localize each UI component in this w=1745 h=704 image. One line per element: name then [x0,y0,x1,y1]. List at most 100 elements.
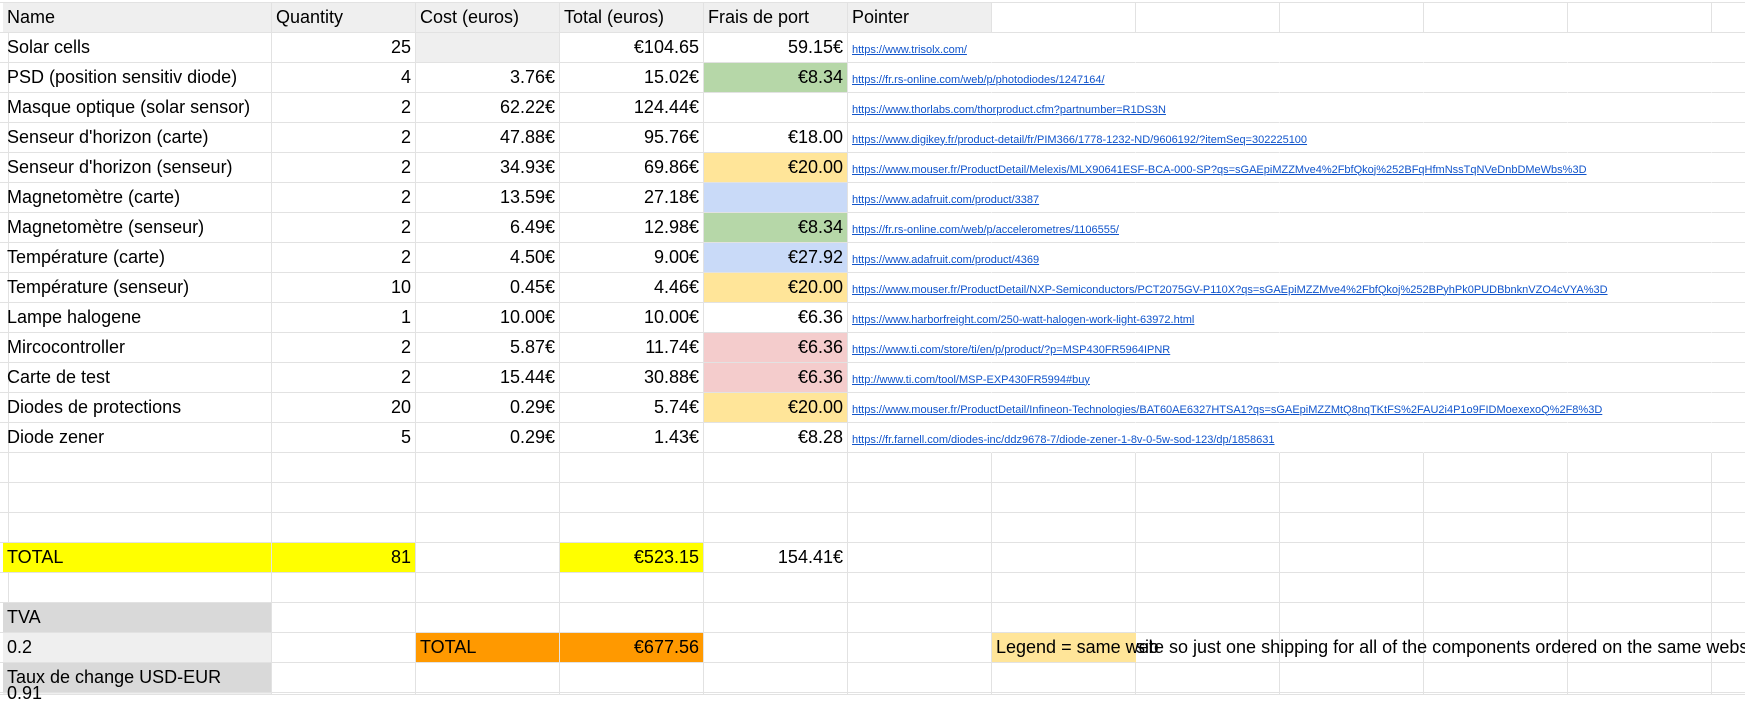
item-quantity[interactable]: 2 [272,93,416,123]
empty-cell[interactable] [1280,633,1424,663]
empty-cell[interactable] [992,33,1136,63]
empty-cell[interactable] [1136,333,1280,363]
empty-cell[interactable] [1424,63,1568,93]
empty-cell[interactable] [704,513,848,543]
item-name[interactable]: Diode zener [3,423,272,453]
item-link[interactable]: https://fr.farnell.com/diodes-inc/ddz967… [848,423,1275,453]
empty-cell[interactable] [992,303,1136,333]
item-cost[interactable]: 62.22€ [416,93,560,123]
empty-cell[interactable] [1136,63,1280,93]
item-link[interactable]: https://www.mouser.fr/ProductDetail/Mele… [848,153,1587,183]
item-total[interactable]: 30.88€ [560,363,704,393]
empty-cell[interactable] [1136,123,1280,153]
empty-cell[interactable] [1136,213,1280,243]
item-shipping[interactable]: €8.28 [704,423,848,453]
item-name[interactable]: Lampe halogene [3,303,272,333]
item-cost[interactable]: 13.59€ [416,183,560,213]
empty-cell[interactable] [1424,33,1568,63]
empty-cell[interactable] [272,483,416,513]
empty-cell[interactable] [1424,513,1568,543]
empty-cell[interactable] [1712,513,1745,543]
empty-cell[interactable] [1424,423,1568,453]
empty-cell[interactable] [1136,183,1280,213]
empty-cell[interactable] [1424,333,1568,363]
empty-cell[interactable] [1568,333,1712,363]
empty-cell[interactable] [1280,153,1424,183]
empty-cell[interactable] [848,543,992,573]
item-quantity[interactable]: 2 [272,123,416,153]
empty-cell[interactable] [704,453,848,483]
empty-cell[interactable] [560,603,704,633]
empty-cell[interactable] [1280,603,1424,633]
empty-cell[interactable] [992,93,1136,123]
item-total[interactable]: 9.00€ [560,243,704,273]
empty-cell[interactable] [1568,663,1712,693]
empty-cell[interactable] [1568,513,1712,543]
empty-cell[interactable] [1424,183,1568,213]
empty-cell[interactable] [1568,543,1712,573]
empty-cell[interactable] [1712,273,1745,303]
item-name[interactable]: Senseur d'horizon (carte) [3,123,272,153]
empty-cell[interactable] [272,663,416,693]
item-total[interactable]: 11.74€ [560,333,704,363]
empty-cell[interactable] [1280,663,1424,693]
empty-cell[interactable] [3,453,272,483]
item-cost[interactable]: 5.87€ [416,333,560,363]
item-link[interactable]: https://www.thorlabs.com/thorproduct.cfm… [848,93,1166,123]
item-cost[interactable]: 15.44€ [416,363,560,393]
item-total[interactable]: 12.98€ [560,213,704,243]
item-total[interactable]: 15.02€ [560,63,704,93]
empty-cell[interactable] [1424,123,1568,153]
item-cost[interactable]: 0.45€ [416,273,560,303]
empty-cell[interactable] [1712,33,1745,63]
empty-cell[interactable] [416,483,560,513]
empty-cell[interactable] [992,63,1136,93]
empty-cell[interactable] [1424,3,1568,33]
item-quantity[interactable]: 2 [272,243,416,273]
empty-cell[interactable] [1424,483,1568,513]
column-header-pointer[interactable]: Pointer [848,3,992,33]
item-total[interactable]: 10.00€ [560,303,704,333]
empty-cell[interactable] [1136,483,1280,513]
empty-cell[interactable] [1568,483,1712,513]
empty-cell[interactable] [992,123,1136,153]
grand-total-label[interactable]: TOTAL [416,633,560,663]
empty-cell[interactable] [416,663,560,693]
empty-cell[interactable] [1568,33,1712,63]
item-cost[interactable]: 47.88€ [416,123,560,153]
empty-cell[interactable] [272,513,416,543]
item-name[interactable]: Magnetomètre (senseur) [3,213,272,243]
empty-cell[interactable] [1136,513,1280,543]
empty-cell[interactable] [1280,393,1424,423]
totals-quantity[interactable]: 81 [272,543,416,573]
item-quantity[interactable]: 4 [272,63,416,93]
item-total[interactable]: €104.65 [560,33,704,63]
empty-cell[interactable] [1712,243,1745,273]
empty-cell[interactable] [1136,303,1280,333]
item-shipping[interactable]: 59.15€ [704,33,848,63]
empty-cell[interactable] [1568,123,1712,153]
empty-cell[interactable] [1280,33,1424,63]
item-name[interactable]: Solar cells [3,33,272,63]
empty-cell[interactable] [848,453,992,483]
empty-cell[interactable] [1136,33,1280,63]
empty-cell[interactable] [848,483,992,513]
empty-cell[interactable] [1136,93,1280,123]
legend-swatch[interactable]: Legend = same web [992,633,1159,663]
empty-cell[interactable] [1712,93,1745,123]
item-name[interactable]: Senseur d'horizon (senseur) [3,153,272,183]
empty-cell[interactable] [416,453,560,483]
empty-cell[interactable] [1568,423,1712,453]
empty-cell[interactable] [992,243,1136,273]
item-total[interactable]: 5.74€ [560,393,704,423]
empty-cell[interactable] [992,213,1136,243]
empty-cell[interactable] [1568,633,1712,663]
item-name[interactable]: Température (carte) [3,243,272,273]
empty-cell[interactable] [848,603,992,633]
empty-cell[interactable] [704,663,848,693]
empty-cell[interactable] [1712,363,1745,393]
empty-cell[interactable] [1280,213,1424,243]
item-quantity[interactable]: 2 [272,153,416,183]
empty-cell[interactable] [1568,273,1712,303]
item-link[interactable]: https://fr.rs-online.com/web/p/accelerom… [848,213,1119,243]
